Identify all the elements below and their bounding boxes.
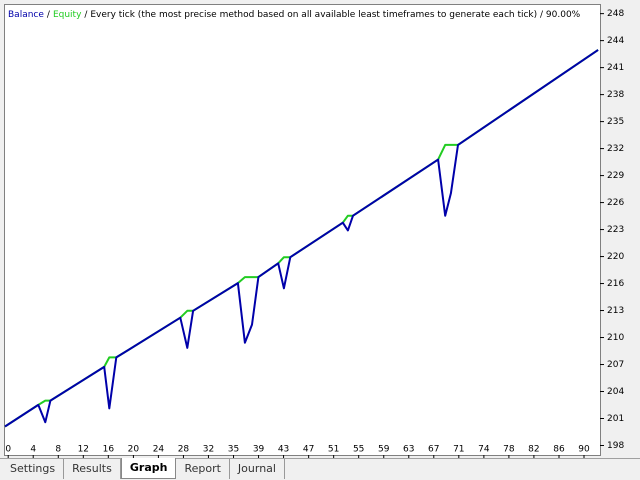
y-tick-label: 223: [607, 225, 624, 235]
x-tick-label: 71: [453, 445, 464, 455]
y-tick-label: 229: [607, 171, 624, 181]
y-tick-label: 198: [607, 441, 624, 451]
y-tick-label: 241: [607, 63, 624, 73]
x-tick-label: 12: [78, 445, 89, 455]
x-tick-label: 8: [55, 445, 61, 455]
x-tick-label: 16: [103, 445, 115, 455]
legend-text: Equity: [53, 10, 82, 20]
x-tick-label: 32: [203, 445, 214, 455]
y-tick-label: 207: [607, 360, 624, 370]
legend-text: Balance: [8, 10, 44, 20]
x-tick-label: 20: [128, 445, 140, 455]
y-tick-label: 244: [607, 36, 624, 46]
legend-text: /: [47, 10, 51, 20]
legend-text: / Every tick (the most precise method ba…: [84, 10, 580, 20]
series-line: [4, 49, 599, 428]
tab[interactable]: Settings: [2, 459, 65, 479]
y-tick-label: 216: [607, 279, 624, 289]
plot-area: [4, 4, 601, 456]
y-tick-label: 248: [607, 9, 624, 19]
tab[interactable]: Report: [176, 459, 230, 479]
legend: Balance / Equity / Every tick (the most pre…: [8, 10, 581, 20]
y-tick-label: 201: [607, 414, 624, 424]
tab[interactable]: Journal: [230, 459, 285, 479]
x-tick-label: 67: [428, 445, 439, 455]
y-tick-label: 220: [607, 252, 624, 262]
chart: Balance / Equity / Every tick (the most pre…: [4, 4, 625, 458]
y-tick-label: 232: [607, 144, 624, 154]
x-tick-label: 63: [403, 445, 414, 455]
x-tick-label: 4: [30, 445, 36, 455]
y-tick-label: 210: [607, 333, 624, 343]
x-tick-label: 47: [303, 445, 314, 455]
x-tick-label: 90: [578, 445, 590, 455]
x-tick-label: 39: [253, 445, 265, 455]
x-tick-label: 35: [228, 445, 239, 455]
y-tick-label: 238: [607, 90, 624, 100]
x-tick-label: 55: [353, 445, 364, 455]
tab[interactable]: Graph: [120, 458, 177, 479]
x-tick-label: 24: [153, 445, 165, 455]
x-tick-label: 59: [378, 445, 390, 455]
y-tick-label: 235: [607, 117, 624, 127]
x-tick-label: 0: [5, 445, 11, 455]
y-tick-label: 213: [607, 306, 624, 316]
tab[interactable]: Results: [64, 459, 121, 479]
x-tick-label: 82: [528, 445, 539, 455]
x-tick-label: 43: [278, 445, 289, 455]
y-tick-label: 226: [607, 198, 624, 208]
tab-bar: Settings Results Graph Report Journal: [0, 458, 640, 480]
x-tick-label: 74: [478, 445, 490, 455]
x-tick-label: 51: [328, 445, 339, 455]
x-tick-label: 78: [503, 445, 515, 455]
y-tick-label: 204: [607, 387, 624, 397]
x-tick-label: 86: [553, 445, 565, 455]
x-tick-label: 28: [178, 445, 190, 455]
